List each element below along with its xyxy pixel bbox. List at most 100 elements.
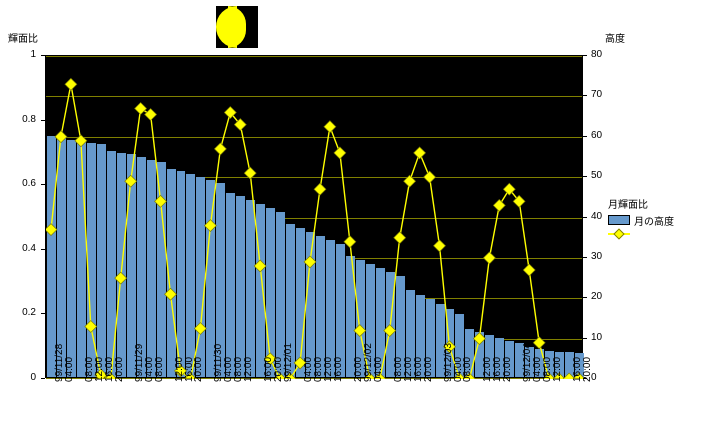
y-axis-right-tick-mark (583, 378, 587, 379)
data-point-marker (283, 372, 297, 379)
x-axis-tick-label: 04:00 (63, 356, 75, 382)
legend-title-bar: 月輝面比 (608, 200, 648, 211)
y-axis-left-tick-label: 0.6 (22, 178, 36, 190)
x-axis-tick-label: 12:00 (243, 356, 255, 382)
data-point-marker (303, 255, 317, 269)
legend-item-line (608, 227, 700, 241)
data-point-marker (134, 102, 148, 115)
x-axis-tick-label: 04:00 (143, 356, 155, 382)
bar (255, 203, 266, 377)
data-point-marker (124, 174, 138, 188)
bar (404, 289, 415, 377)
bar (514, 343, 525, 377)
legend-swatch-line (608, 228, 630, 240)
data-point-marker (263, 352, 277, 366)
data-point-marker (144, 108, 158, 121)
y-axis-right-title: 高度 (605, 34, 625, 45)
y-axis-left-tick-label: 0.2 (22, 307, 36, 319)
data-point-marker (552, 372, 566, 379)
x-axis-tick-label: 04:00 (372, 356, 384, 382)
data-point-marker (572, 372, 584, 379)
gridline (46, 136, 582, 138)
data-point-marker (213, 142, 227, 156)
legend-swatch-bar (608, 215, 630, 225)
x-axis-tick-label: 20:00 (113, 356, 125, 382)
gridline (46, 217, 582, 219)
x-axis-tick-label: 16:00 (332, 356, 344, 382)
data-point-marker (193, 322, 207, 335)
line-path (50, 84, 579, 379)
moon-phase-icon (216, 6, 258, 48)
data-point-marker (453, 372, 466, 379)
data-point-marker (64, 77, 78, 91)
data-point-marker (443, 340, 456, 354)
bar (564, 352, 575, 377)
data-point-marker (243, 166, 257, 180)
bar (285, 223, 296, 377)
data-point-marker (343, 235, 357, 249)
x-axis-tick-label: 12:00 (173, 356, 185, 382)
bar (135, 157, 146, 377)
bar (344, 255, 355, 377)
y-axis-left-tick-label: 1 (30, 49, 36, 60)
data-point-marker (532, 336, 546, 350)
bar (324, 239, 335, 377)
y-axis-right-tick-label: 0 (591, 372, 597, 383)
y-axis-right-tick-mark (583, 337, 587, 339)
data-point-marker (492, 198, 506, 212)
x-axis-tick-label: 20:00 (502, 356, 514, 382)
data-point-marker (373, 372, 387, 379)
data-point-marker (114, 271, 128, 285)
data-point-marker (84, 320, 98, 333)
bar (414, 294, 425, 377)
y-axis-right-tick-label: 50 (591, 170, 603, 182)
bar (354, 260, 365, 377)
bar (364, 263, 375, 377)
legend-label-line: 月の高度 (634, 216, 674, 228)
data-point-marker (46, 223, 58, 237)
bar (225, 192, 236, 377)
bar (454, 314, 465, 377)
gridline (46, 378, 582, 379)
data-point-marker (174, 364, 187, 378)
bar (185, 173, 196, 377)
bar (334, 243, 345, 377)
bar (464, 328, 475, 377)
data-point-marker (223, 106, 237, 119)
y-axis-left-title: 輝面比 (8, 34, 38, 45)
bar (434, 304, 445, 377)
bar (215, 183, 226, 377)
x-axis-tick-label: 08:00 (462, 356, 474, 382)
data-point-marker (423, 170, 437, 184)
bar (65, 139, 76, 377)
gridline (46, 177, 582, 179)
bar (145, 159, 156, 377)
data-point-marker (502, 182, 516, 196)
data-point-marker (433, 239, 446, 253)
bar (374, 267, 385, 377)
data-point-marker (333, 146, 347, 160)
bar (554, 351, 565, 377)
data-point-marker (383, 324, 397, 338)
bar (265, 207, 276, 377)
data-point-marker (233, 118, 247, 132)
bar (115, 152, 126, 377)
line-series-overlay (46, 77, 584, 379)
data-point-marker (542, 372, 556, 379)
y-axis-right-tick-label: 20 (591, 291, 603, 303)
bar (504, 340, 515, 377)
y-axis-right-tick-mark (583, 135, 587, 137)
bar (95, 144, 106, 377)
x-axis-tick-label: 20:00 (422, 356, 434, 382)
bar (275, 211, 286, 377)
y-axis-left-tick-mark (41, 55, 45, 56)
y-axis-left-tick-mark (41, 119, 45, 121)
bar (75, 141, 86, 377)
y-axis-right-tick-label: 10 (591, 331, 603, 343)
bar (105, 150, 116, 377)
y-axis-left-tick-mark (41, 313, 45, 315)
y-axis-left-tick-label: 0 (30, 372, 36, 383)
bar (85, 142, 96, 377)
bar (574, 353, 584, 377)
data-point-marker (413, 146, 427, 160)
